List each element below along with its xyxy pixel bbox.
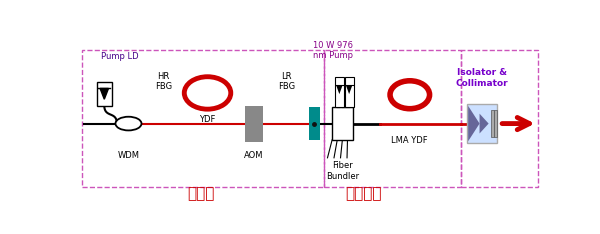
Ellipse shape xyxy=(184,77,231,109)
Text: 放大级别: 放大级别 xyxy=(345,186,382,201)
Text: LR
FBG: LR FBG xyxy=(278,72,295,91)
Text: LMA YDF: LMA YDF xyxy=(391,136,428,145)
Bar xyxy=(332,107,353,140)
Ellipse shape xyxy=(390,81,430,109)
Text: 10 W 976
nm Pump: 10 W 976 nm Pump xyxy=(313,41,353,60)
Text: YDF: YDF xyxy=(199,115,216,124)
Text: Pump LD: Pump LD xyxy=(101,51,138,61)
Bar xyxy=(461,50,538,187)
Ellipse shape xyxy=(400,88,419,102)
Bar xyxy=(344,77,353,107)
Bar xyxy=(467,104,497,143)
Bar xyxy=(494,110,497,137)
Bar xyxy=(310,107,320,140)
Text: AOM: AOM xyxy=(244,151,264,160)
Text: Fiber
Bundler: Fiber Bundler xyxy=(326,161,359,181)
Polygon shape xyxy=(346,85,352,94)
Ellipse shape xyxy=(196,84,220,101)
Bar xyxy=(82,50,324,187)
Polygon shape xyxy=(100,88,109,99)
Text: Isolator &
Collimator: Isolator & Collimator xyxy=(455,68,508,88)
Bar xyxy=(324,50,461,187)
Ellipse shape xyxy=(115,117,142,130)
Text: WDM: WDM xyxy=(118,151,139,160)
Text: 信号源: 信号源 xyxy=(187,186,214,201)
Bar xyxy=(97,82,112,106)
Polygon shape xyxy=(479,114,488,133)
Bar xyxy=(335,77,344,107)
Bar xyxy=(491,110,494,137)
Bar xyxy=(245,106,263,142)
Text: HR
FBG: HR FBG xyxy=(155,72,172,91)
Polygon shape xyxy=(336,85,343,94)
Polygon shape xyxy=(468,106,479,141)
